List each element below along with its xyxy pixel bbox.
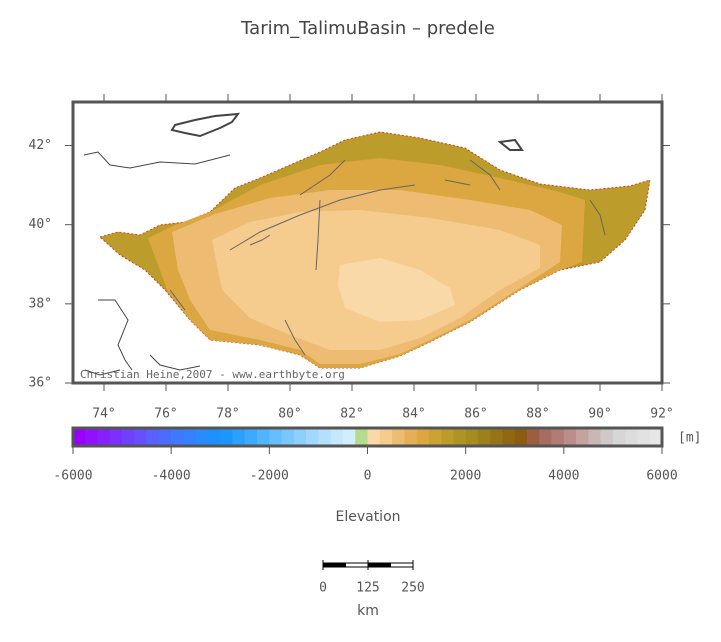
colorbar-bin (244, 429, 258, 445)
colorbar-bin (195, 429, 209, 445)
lon-label: 90° (588, 407, 611, 422)
scale-tick-label: 250 (401, 581, 424, 596)
colorbar-bin (637, 429, 651, 445)
colorbar-bin (183, 429, 197, 445)
lat-label: 40° (29, 217, 52, 232)
colorbar-bin (649, 429, 663, 445)
colorbar-bin (269, 429, 282, 445)
scale-tick-label: 0 (319, 581, 327, 596)
colorbar-bin (97, 429, 111, 445)
lon-label: 84° (402, 407, 425, 422)
colorbar-bin (158, 429, 172, 445)
colorbar-bin (355, 429, 368, 445)
colorbar-bin (465, 429, 479, 445)
lat-label: 38° (29, 296, 52, 311)
colorbar-bin (85, 429, 98, 445)
lon-label: 74° (92, 407, 115, 422)
colorbar-bin (600, 429, 614, 445)
basin (73, 102, 662, 383)
colorbar-bin (514, 429, 528, 445)
colorbar-bin (441, 429, 454, 445)
colorbar-bin (588, 429, 601, 445)
colorbar-bin (257, 429, 270, 445)
colorbar-bin (527, 429, 540, 445)
colorbar-bin (477, 429, 491, 445)
colorbar-bin (318, 429, 331, 445)
colorbar-unit: [m] (678, 431, 701, 446)
colorbar-bin (367, 429, 381, 445)
colorbar-bin (404, 429, 417, 445)
colorbar-bin (453, 429, 466, 445)
lat-label: 42° (29, 138, 52, 153)
colorbar-bin (73, 429, 86, 445)
colorbar-bin (379, 429, 393, 445)
colorbar-tick-label: 6000 (646, 469, 677, 484)
lon-label: 76° (154, 407, 177, 422)
colorbar-tick-label: -6000 (53, 469, 92, 484)
colorbar-bin (416, 429, 430, 445)
lat-label: 36° (29, 376, 52, 391)
colorbar-bin (293, 429, 307, 445)
colorbar-bin (109, 429, 123, 445)
colorbar-bin (134, 429, 147, 445)
colorbar-bin (330, 429, 344, 445)
coastlines (83, 112, 524, 376)
colorbar-bin (306, 429, 319, 445)
lon-label: 88° (526, 407, 549, 422)
colorbar-tick-label: 0 (364, 469, 372, 484)
colorbar-bin (281, 429, 295, 445)
scale-unit: km (357, 603, 379, 619)
colorbar-tick-label: -4000 (152, 469, 191, 484)
colorbar-bin (576, 429, 589, 445)
colorbar-bin (563, 429, 577, 445)
colorbar-tick-label: 4000 (548, 469, 579, 484)
scale-tick-label: 125 (356, 581, 379, 596)
lon-label: 92° (650, 407, 673, 422)
colorbar-bin (502, 429, 516, 445)
colorbar-bin (146, 429, 160, 445)
title: Tarim_TalimuBasin – predele (240, 18, 495, 39)
lon-label: 82° (340, 407, 363, 422)
colorbar-bin (342, 429, 356, 445)
credit: Christian Heine,2007 - www.earthbyte.org (80, 368, 345, 381)
colorbar-bin (122, 429, 135, 445)
colorbar-label: Elevation (335, 509, 400, 525)
colorbar-bin (539, 429, 552, 445)
colorbar-bin (551, 429, 565, 445)
colorbar-bin (207, 429, 221, 445)
colorbar-bin (490, 429, 503, 445)
colorbar-bin (171, 429, 184, 445)
map-frame (71, 100, 664, 385)
colorbar-bin (220, 429, 233, 445)
colorbar-tick-label: 2000 (450, 469, 481, 484)
colorbar-bin (625, 429, 638, 445)
colorbar-bin (428, 429, 442, 445)
lon-label: 80° (278, 407, 301, 422)
lon-label: 78° (216, 407, 239, 422)
colorbar-tick-label: -2000 (250, 469, 289, 484)
colorbar-bin (232, 429, 246, 445)
colorbar-bin (392, 429, 405, 445)
colorbar-bin (612, 429, 626, 445)
lon-label: 86° (464, 407, 487, 422)
